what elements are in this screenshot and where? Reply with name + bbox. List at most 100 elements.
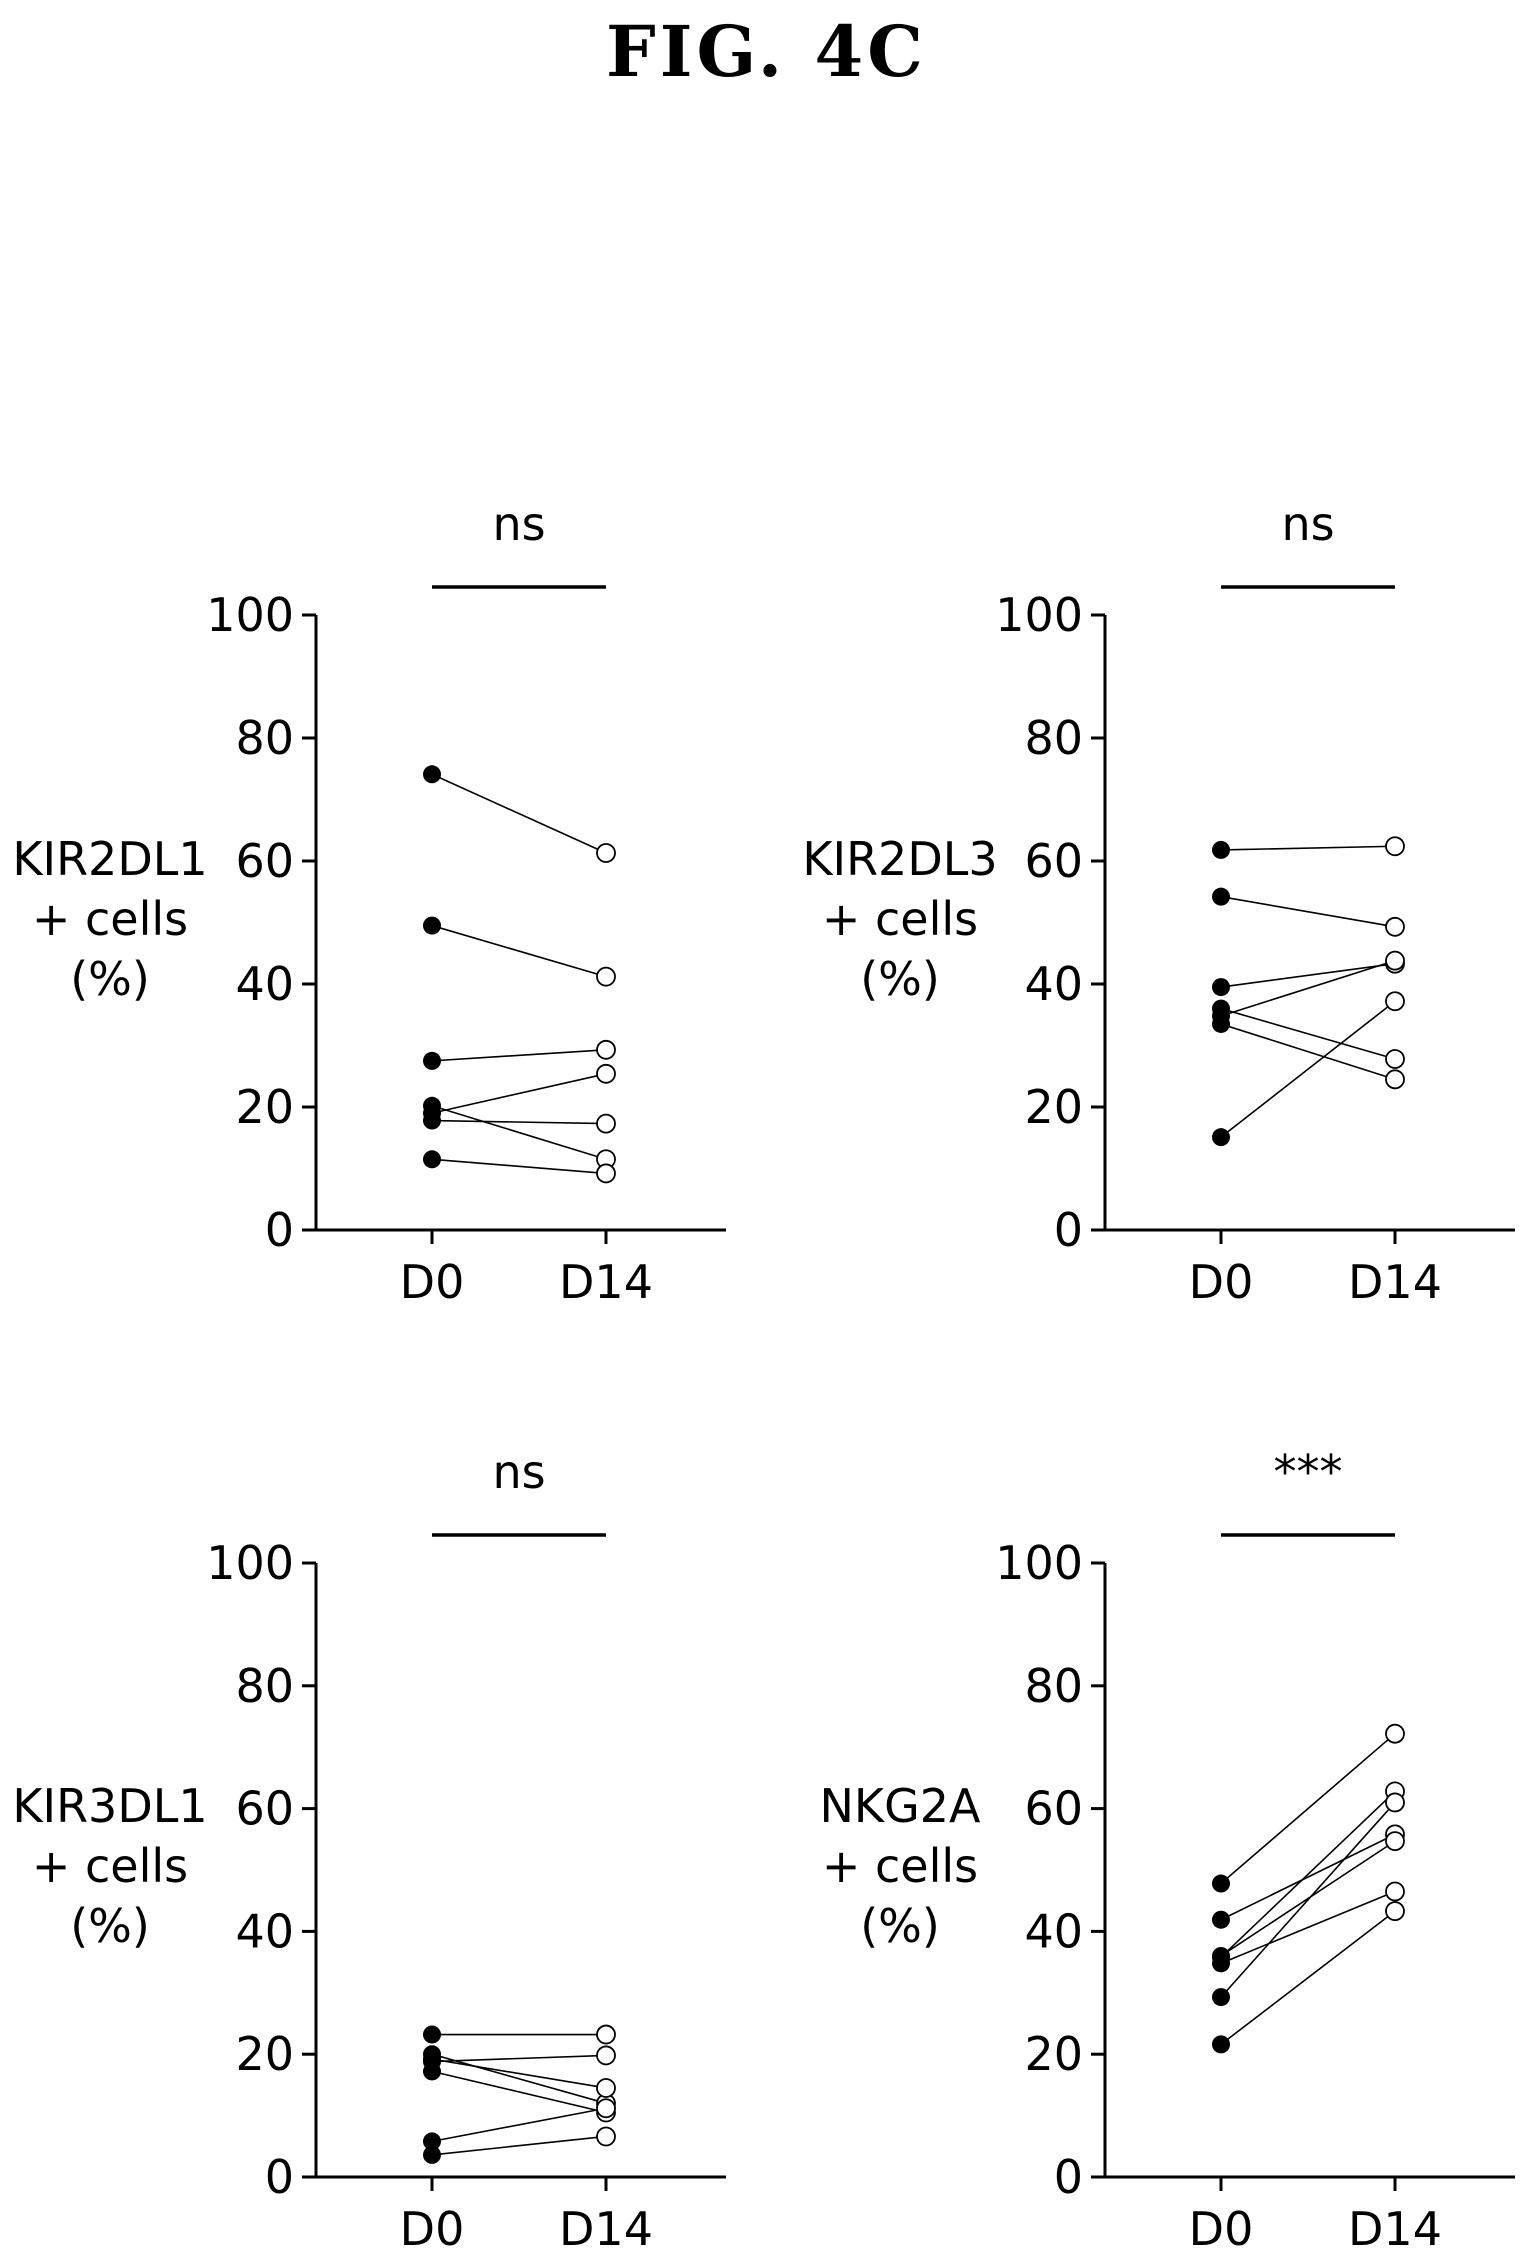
d0-point [423, 2025, 441, 2044]
d14-point [596, 1039, 616, 1060]
y-tick-label: 20 [235, 1080, 294, 1134]
x-tick-label-d0: D0 [1189, 2202, 1254, 2256]
pair-line [431, 2070, 607, 2114]
pair-line [1220, 962, 1396, 988]
d0-point [1212, 1946, 1230, 1965]
d0-point [1212, 1874, 1230, 1893]
chart-panel-2: 0 20 40 60 80 100 D0 D14 KIR2DL3 + cells (%) ns [802, 497, 1515, 1309]
d14-point [1385, 991, 1405, 1012]
d0-point [423, 2145, 441, 2164]
y-tick-label: 0 [1054, 1203, 1083, 1257]
d14-point [1385, 836, 1405, 857]
x-tick-label-d14: D14 [1348, 2202, 1442, 2256]
pair-line [1220, 1733, 1396, 1885]
pair-line [431, 2135, 607, 2156]
d0-point [1212, 1128, 1230, 1147]
d14-point [596, 843, 616, 863]
d14-point [1385, 1831, 1405, 1852]
pair-line [431, 2053, 607, 2105]
d14-point [596, 2078, 616, 2098]
x-tick-label-d0: D0 [400, 2202, 465, 2256]
pair-line [431, 1073, 607, 1114]
d0-point [1212, 1910, 1230, 1929]
d0-point [1212, 887, 1230, 906]
d0-point [1212, 1988, 1230, 2007]
y-axis-label-line: KIR3DL1 [12, 1779, 207, 1833]
significance-label: ns [1281, 497, 1334, 551]
y-tick-label: 40 [235, 1904, 294, 1958]
d0-point [423, 765, 441, 784]
pair-line [431, 2058, 607, 2089]
d14-point [596, 2126, 616, 2147]
d14-point [1385, 1792, 1405, 1813]
d0-point [423, 1150, 441, 1169]
y-tick-label: 100 [995, 1536, 1083, 1590]
d0-point [423, 2132, 441, 2151]
d14-point [596, 2045, 616, 2066]
d14-point [1385, 1881, 1405, 1902]
pair-line [1220, 1910, 1396, 2046]
y-tick-label: 20 [1024, 2027, 1083, 2081]
pair-line [1220, 1790, 1396, 1958]
d0-point [423, 1051, 441, 1070]
pair-line [431, 773, 607, 854]
d14-point [596, 1163, 616, 1184]
d14-point [1385, 1049, 1405, 1069]
y-tick-label: 80 [1024, 1659, 1083, 1713]
significance-label: *** [1274, 1445, 1343, 1499]
y-axis-label-line: + cells [32, 1839, 188, 1893]
pair-line [1220, 1801, 1396, 1998]
d14-point [1385, 950, 1405, 971]
d14-point [1385, 1901, 1405, 1922]
d14-point [596, 966, 616, 987]
x-tick-label-d14: D14 [559, 1255, 653, 1309]
x-tick-label-d0: D0 [400, 1255, 465, 1309]
y-axis-label-line: (%) [860, 952, 940, 1006]
y-axis-label-line: KIR2DL3 [802, 832, 997, 886]
pair-line [1220, 959, 1396, 1017]
y-axis-label-line: (%) [70, 1899, 150, 1953]
d14-point [1385, 1069, 1405, 1090]
significance-label: ns [492, 1445, 545, 1499]
chart-panel-3: 0 20 40 60 80 100 D0 D14 KIR3DL1 + cells (%) ns [12, 1445, 726, 2256]
pair-line [431, 2107, 607, 2143]
x-tick-label-d0: D0 [1189, 1255, 1254, 1309]
y-tick-label: 0 [265, 2150, 294, 2204]
pair-line [431, 1105, 607, 1161]
d14-point [1385, 1723, 1405, 1744]
y-tick-label: 80 [235, 1659, 294, 1713]
d14-point [596, 1113, 616, 1134]
chart-panel-4: 0 20 40 60 80 100 D0 D14 NKG2A + cells (%) *** [820, 1445, 1515, 2256]
pair-line [1220, 1007, 1396, 1060]
x-tick-label-d14: D14 [1348, 1255, 1442, 1309]
d14-point [596, 1063, 616, 1084]
y-axis-label-line: + cells [822, 1839, 978, 1893]
y-tick-label: 100 [206, 588, 294, 642]
y-tick-label: 40 [235, 957, 294, 1011]
d14-point [596, 2024, 616, 2045]
pair-line [431, 1119, 607, 1125]
d0-point [423, 2050, 441, 2069]
pair-line [1220, 1023, 1396, 1081]
y-tick-label: 20 [235, 2027, 294, 2081]
y-axis-label-line: (%) [70, 952, 150, 1006]
y-axis-label-line: + cells [822, 892, 978, 946]
pair-line [431, 1158, 607, 1175]
y-axis-label-line: + cells [32, 892, 188, 946]
y-axis-label-line: KIR2DL1 [12, 832, 207, 886]
pair-line [1220, 845, 1396, 851]
d0-point [423, 916, 441, 935]
y-axis-label-line: NKG2A [820, 1779, 981, 1833]
pair-line [1220, 1890, 1396, 1965]
y-tick-label: 20 [1024, 1080, 1083, 1134]
pair-line [1220, 1840, 1396, 1957]
d0-point [1212, 840, 1230, 859]
y-tick-label: 0 [1054, 2150, 1083, 2204]
pair-line [431, 1049, 607, 1062]
significance-label: ns [492, 497, 545, 551]
d0-point [423, 1111, 441, 1130]
pair-line [431, 2054, 607, 2063]
pair-line [431, 924, 607, 978]
pair-line [1220, 1833, 1396, 1921]
